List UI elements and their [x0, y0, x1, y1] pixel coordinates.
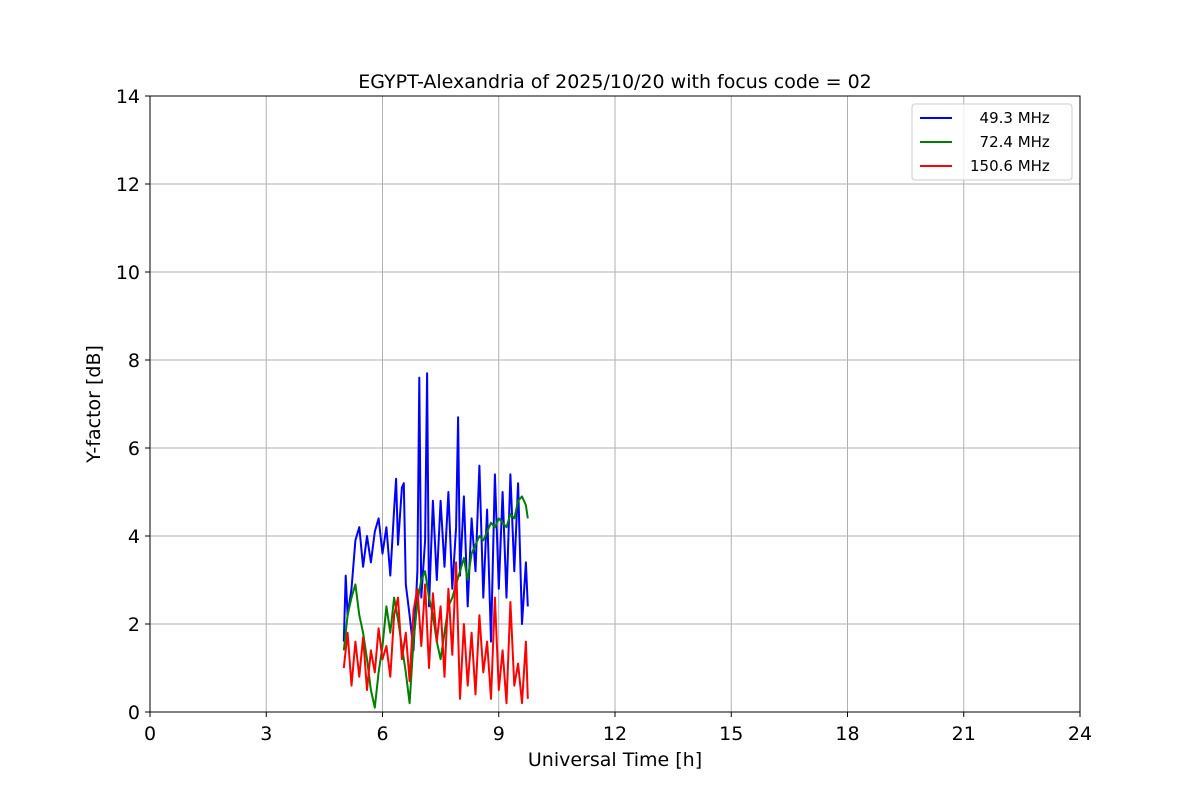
x-tick-label: 18 — [835, 723, 859, 745]
legend-box — [911, 103, 1073, 181]
y-tick-label: 10 — [116, 262, 140, 284]
x-tick-label: 0 — [144, 723, 156, 745]
y-tick-label: 0 — [128, 702, 140, 724]
y-tick-label: 14 — [116, 86, 140, 108]
plot-series — [342, 372, 529, 709]
legend-label-1: 72.4 MHz — [970, 133, 1050, 151]
chart-title: EGYPT-Alexandria of 2025/10/20 with focu… — [358, 71, 872, 93]
legend-label-2: 150.6 MHz — [970, 157, 1050, 175]
y-tick-label: 2 — [128, 614, 140, 636]
legend: 49.3 MHz 72.4 MHz 150.6 MHz — [911, 103, 1073, 181]
x-tick-label: 15 — [719, 723, 743, 745]
y-tick-label: 8 — [128, 350, 140, 372]
x-tick-label: 6 — [376, 723, 388, 745]
x-tick-label: 21 — [952, 723, 976, 745]
y-tick-label: 4 — [128, 526, 140, 548]
legend-label-0: 49.3 MHz — [970, 109, 1050, 127]
x-tick-label: 3 — [260, 723, 272, 745]
series-line-0 — [342, 372, 529, 652]
series-line-2 — [342, 561, 529, 705]
y-tick-label: 6 — [128, 438, 140, 460]
y-tick-label: 12 — [116, 174, 140, 196]
x-axis-label: Universal Time [h] — [528, 749, 702, 771]
x-tick-label: 12 — [603, 723, 627, 745]
x-tick-label: 24 — [1068, 723, 1092, 745]
x-tick-label: 9 — [493, 723, 505, 745]
y-axis-label: Y-factor [dB] — [83, 345, 105, 464]
